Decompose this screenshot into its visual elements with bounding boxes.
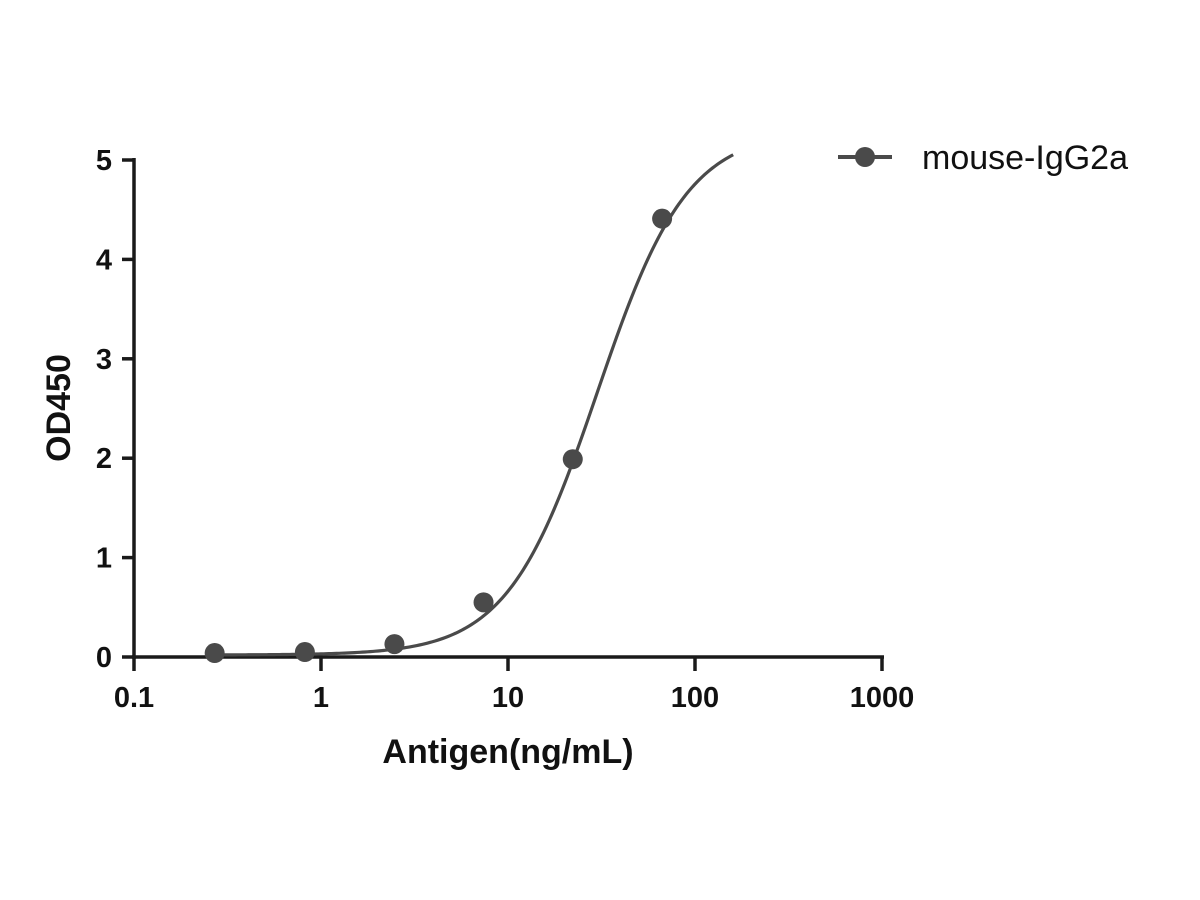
- x-tick-label-1000: 1000: [850, 682, 915, 714]
- data-point-mouse-igg2a-1: [204, 643, 225, 664]
- ticks: 0 1 2 3 4 5 0.1 1 10 100 1000: [96, 145, 914, 714]
- data-point-mouse-igg2a-4: [473, 592, 494, 613]
- axes: [132, 158, 884, 659]
- fit-curve-mouse-igg2a: [214, 153, 734, 657]
- fit-curves: [214, 153, 734, 657]
- data-points: [204, 208, 673, 664]
- x-tick-label-100: 100: [671, 682, 719, 714]
- legend-label-mouse-igg2a: mouse-IgG2a: [922, 139, 1128, 177]
- y-tick-label-4: 4: [96, 244, 112, 276]
- y-tick-label-0: 0: [96, 642, 112, 674]
- y-axis-title: OD450: [40, 354, 78, 462]
- y-tick-label-2: 2: [96, 443, 112, 475]
- data-point-mouse-igg2a-6: [652, 208, 673, 229]
- y-tick-label-3: 3: [96, 344, 112, 376]
- x-tick-label-0.1: 0.1: [114, 682, 154, 714]
- data-point-mouse-igg2a-2: [294, 642, 315, 663]
- data-point-mouse-igg2a-3: [384, 634, 405, 655]
- y-tick-label-1: 1: [96, 543, 112, 575]
- y-tick-label-5: 5: [96, 145, 112, 177]
- legend: mouse-IgG2a: [838, 139, 1128, 177]
- x-tick-label-10: 10: [492, 682, 524, 714]
- x-tick-label-1: 1: [313, 682, 329, 714]
- legend-marker-mouse-igg2a: [855, 147, 875, 167]
- data-point-mouse-igg2a-5: [562, 449, 583, 470]
- x-axis-title: Antigen(ng/mL): [382, 733, 633, 771]
